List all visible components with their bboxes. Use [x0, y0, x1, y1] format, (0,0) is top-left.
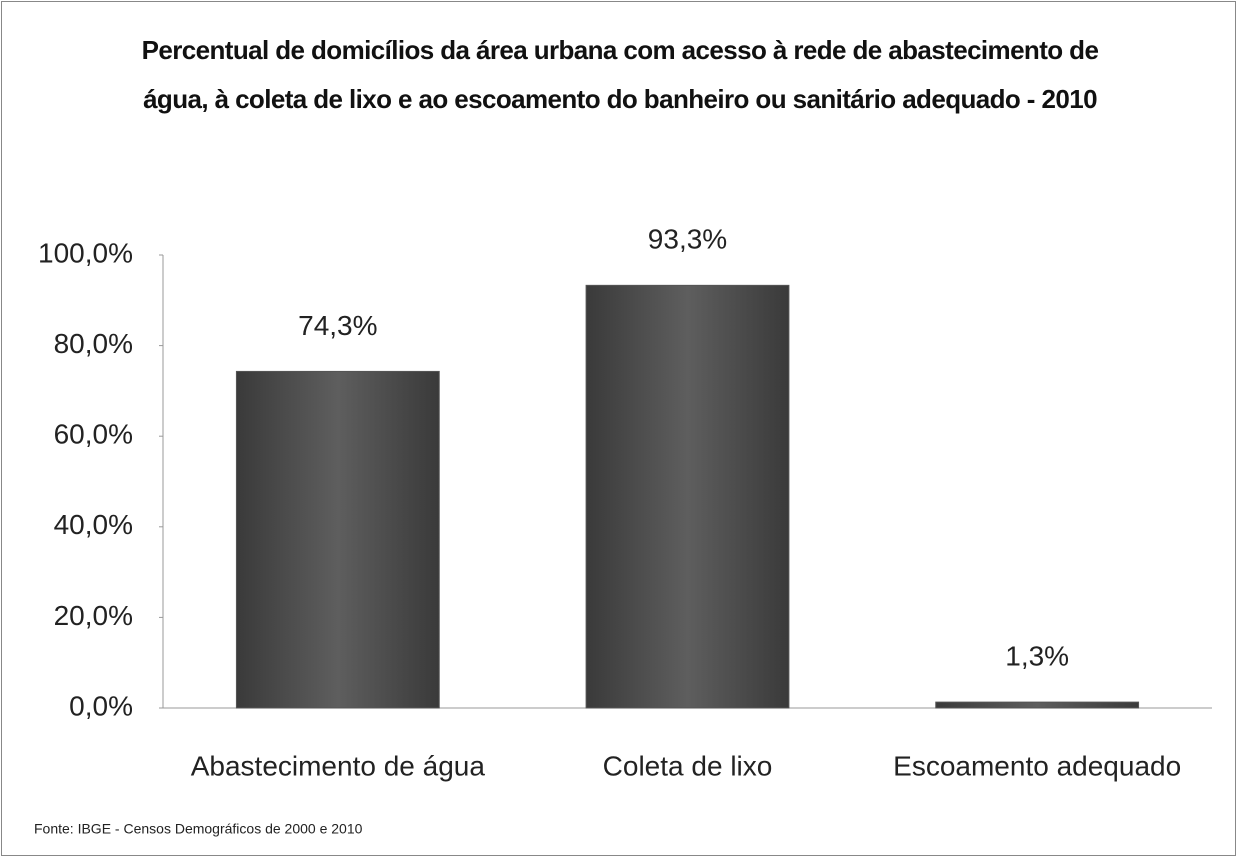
bar — [585, 284, 790, 709]
y-tick-label: 40,0% — [54, 509, 133, 540]
value-label: 93,3% — [648, 224, 727, 255]
chart-title: Percentual de domicílios da área urbana … — [141, 35, 1099, 114]
y-tick-label: 80,0% — [54, 328, 133, 359]
x-tick-label: Abastecimento de água — [191, 750, 486, 781]
bar — [935, 701, 1140, 709]
y-tick-label: 60,0% — [54, 419, 133, 450]
x-tick-label: Escoamento adequado — [893, 750, 1181, 781]
y-tick-label: 100,0% — [38, 237, 133, 268]
value-label: 74,3% — [298, 310, 377, 341]
value-label: 1,3% — [1005, 641, 1069, 672]
source-note: Fonte: IBGE - Censos Demográficos de 200… — [34, 821, 363, 837]
y-tick-label: 20,0% — [54, 600, 133, 631]
y-tick-label: 0,0% — [69, 690, 133, 721]
x-tick-label: Coleta de lixo — [603, 750, 773, 781]
bar — [235, 370, 440, 709]
